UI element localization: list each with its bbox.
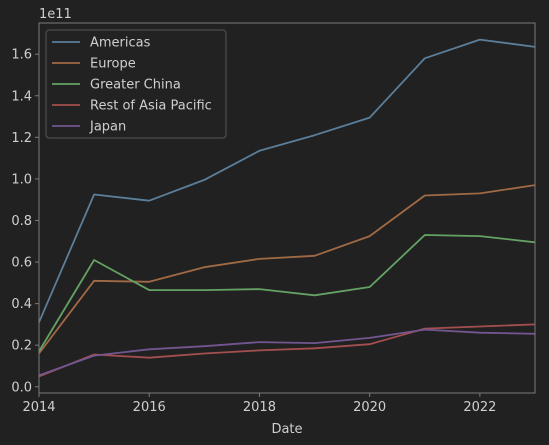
legend-label: Japan: [89, 120, 126, 135]
legend-label: Americas: [90, 36, 151, 51]
series-line-4: [38, 328, 536, 377]
y-tick-label: 0.4: [11, 297, 32, 312]
legend-label: Greater China: [90, 78, 181, 93]
y-tick-label: 1.2: [11, 131, 32, 146]
series-line-0: [38, 38, 536, 323]
y-tick-label: 1.4: [11, 89, 32, 104]
series-line-2: [38, 234, 536, 352]
x-axis-label: Date: [271, 422, 302, 437]
x-axis: 2014 2016 2018 2020 2022: [22, 393, 496, 415]
y-tick-label: 1.0: [11, 172, 32, 187]
series-layer: [38, 38, 536, 378]
y-tick-label: 0.8: [11, 214, 32, 229]
y-axis: 0.0 0.2 0.4 0.6 0.8 1.0 1.2 1.4 1.6: [11, 48, 39, 395]
y-offset-text: 1e11: [39, 7, 72, 22]
legend-box: [45, 29, 227, 139]
y-tick-label: 1.6: [11, 48, 32, 63]
x-tick-label: 2014: [22, 400, 55, 415]
series-line-1: [38, 184, 536, 355]
x-tick-label: 2020: [353, 400, 386, 415]
legend-label: Rest of Asia Pacific: [90, 99, 212, 114]
legend-label: Europe: [90, 57, 136, 72]
y-tick-label: 0.0: [11, 380, 32, 395]
y-tick-label: 0.6: [11, 256, 32, 271]
x-tick-label: 2022: [463, 400, 496, 415]
legend: Americas Europe Greater China Rest of Asia …: [45, 29, 227, 139]
y-tick-label: 0.2: [11, 339, 32, 354]
x-tick-label: 2016: [133, 400, 166, 415]
series-line-3: [38, 323, 536, 378]
x-tick-label: 2018: [243, 400, 276, 415]
plot-frame: [38, 22, 536, 394]
